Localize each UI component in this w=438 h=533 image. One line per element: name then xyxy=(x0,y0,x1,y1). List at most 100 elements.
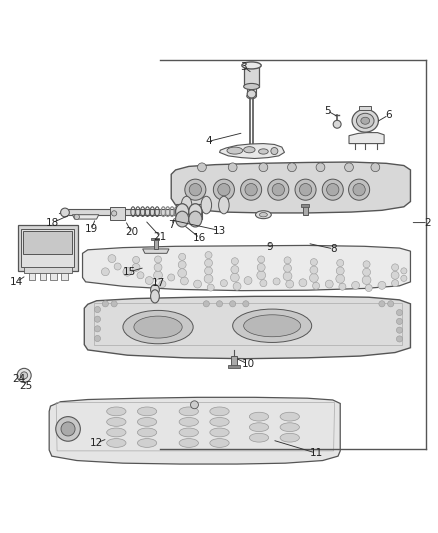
Bar xyxy=(28,273,35,280)
Ellipse shape xyxy=(188,204,201,220)
Circle shape xyxy=(396,310,402,316)
Circle shape xyxy=(207,284,214,291)
Text: 7: 7 xyxy=(167,220,174,230)
Polygon shape xyxy=(82,245,410,290)
Ellipse shape xyxy=(201,196,211,214)
Circle shape xyxy=(244,277,251,285)
Text: 10: 10 xyxy=(241,359,254,369)
Circle shape xyxy=(94,326,100,332)
Text: 21: 21 xyxy=(153,232,166,241)
Circle shape xyxy=(154,256,161,263)
Text: 4: 4 xyxy=(205,136,212,147)
Ellipse shape xyxy=(181,196,191,214)
Circle shape xyxy=(233,282,240,290)
Ellipse shape xyxy=(218,196,229,214)
Circle shape xyxy=(257,263,265,271)
Ellipse shape xyxy=(267,179,288,200)
Ellipse shape xyxy=(188,211,201,227)
Ellipse shape xyxy=(217,183,230,196)
Ellipse shape xyxy=(243,315,300,337)
Text: 17: 17 xyxy=(151,278,164,288)
Circle shape xyxy=(390,271,398,279)
Ellipse shape xyxy=(189,183,201,196)
Text: 19: 19 xyxy=(85,224,98,234)
Circle shape xyxy=(362,261,369,268)
Text: 3: 3 xyxy=(240,62,247,72)
Polygon shape xyxy=(49,397,339,464)
Polygon shape xyxy=(72,215,99,219)
Circle shape xyxy=(257,256,264,263)
Circle shape xyxy=(61,422,75,436)
Circle shape xyxy=(114,263,121,270)
Circle shape xyxy=(325,280,332,288)
Ellipse shape xyxy=(213,179,234,200)
Circle shape xyxy=(362,268,370,276)
Circle shape xyxy=(283,257,290,264)
Circle shape xyxy=(204,274,212,283)
Circle shape xyxy=(159,280,166,288)
Circle shape xyxy=(193,280,201,288)
Circle shape xyxy=(111,211,117,216)
Ellipse shape xyxy=(209,417,229,426)
Circle shape xyxy=(335,274,344,283)
Circle shape xyxy=(230,265,238,273)
Ellipse shape xyxy=(249,412,268,421)
Circle shape xyxy=(256,271,265,280)
Circle shape xyxy=(145,277,153,285)
Text: 20: 20 xyxy=(125,227,138,237)
Circle shape xyxy=(74,214,79,220)
Ellipse shape xyxy=(243,84,259,90)
Circle shape xyxy=(229,301,235,307)
Circle shape xyxy=(351,281,359,289)
Circle shape xyxy=(396,336,402,342)
Circle shape xyxy=(242,301,248,307)
Text: 5: 5 xyxy=(323,106,330,116)
Circle shape xyxy=(228,163,237,172)
Ellipse shape xyxy=(179,428,198,437)
Circle shape xyxy=(377,281,385,289)
Text: 15: 15 xyxy=(123,267,136,277)
Ellipse shape xyxy=(179,417,198,426)
Ellipse shape xyxy=(247,90,255,98)
Ellipse shape xyxy=(179,439,198,447)
Ellipse shape xyxy=(356,114,373,128)
Ellipse shape xyxy=(226,147,242,154)
Circle shape xyxy=(216,301,222,307)
Ellipse shape xyxy=(321,179,343,200)
Ellipse shape xyxy=(351,109,378,132)
Circle shape xyxy=(102,301,108,307)
Text: 25: 25 xyxy=(20,381,33,391)
Circle shape xyxy=(205,252,212,259)
Bar xyxy=(24,266,72,273)
Bar xyxy=(188,204,201,219)
Ellipse shape xyxy=(209,428,229,437)
Bar xyxy=(231,357,237,367)
Bar xyxy=(21,229,74,268)
Circle shape xyxy=(387,301,393,307)
Circle shape xyxy=(364,285,371,292)
Circle shape xyxy=(204,267,212,275)
Circle shape xyxy=(178,253,185,260)
Ellipse shape xyxy=(279,423,299,432)
Circle shape xyxy=(361,276,370,285)
Ellipse shape xyxy=(241,62,261,69)
Circle shape xyxy=(178,261,186,269)
Circle shape xyxy=(94,306,100,312)
Circle shape xyxy=(203,301,209,307)
Ellipse shape xyxy=(137,417,156,426)
Circle shape xyxy=(132,256,139,263)
Circle shape xyxy=(154,263,162,271)
Polygon shape xyxy=(68,208,188,215)
Polygon shape xyxy=(348,133,383,143)
Ellipse shape xyxy=(106,407,126,416)
Ellipse shape xyxy=(175,204,188,220)
Circle shape xyxy=(283,272,291,280)
Bar xyxy=(94,303,401,345)
Ellipse shape xyxy=(258,149,268,154)
Circle shape xyxy=(336,260,343,266)
Ellipse shape xyxy=(279,412,299,421)
Circle shape xyxy=(298,279,306,287)
Ellipse shape xyxy=(259,213,267,217)
Circle shape xyxy=(258,163,267,172)
Circle shape xyxy=(312,282,319,289)
